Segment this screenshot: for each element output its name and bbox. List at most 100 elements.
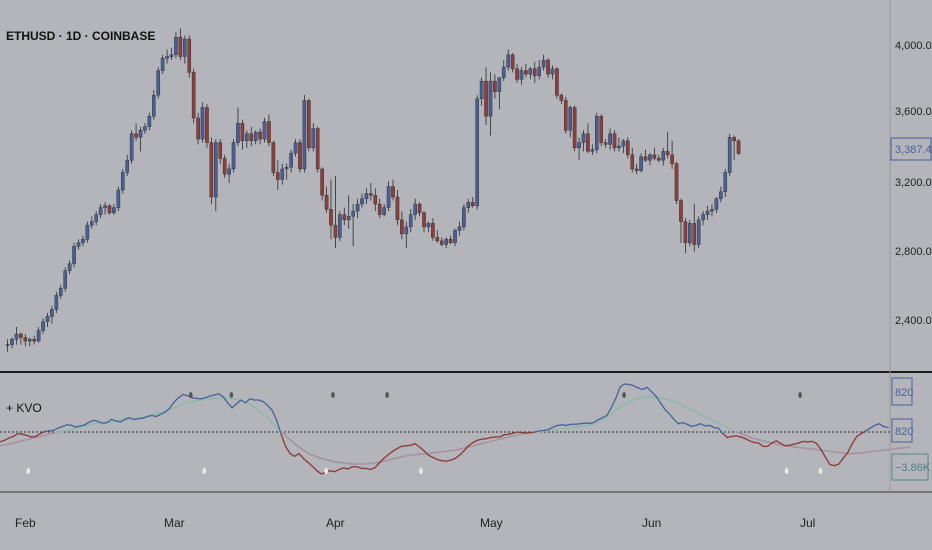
kvo-line (628, 383, 635, 387)
kvo-line (726, 435, 733, 439)
kvo-line (226, 402, 233, 409)
candle (528, 68, 533, 75)
candle (338, 214, 342, 238)
kvo-line (164, 407, 171, 413)
candle (107, 205, 112, 214)
candle (58, 288, 63, 296)
kvo-line (856, 433, 862, 438)
candle (590, 149, 595, 152)
kvo-line (722, 433, 729, 439)
candle (559, 94, 564, 101)
kvo-signal-line (628, 399, 635, 404)
candle (493, 80, 497, 92)
candle (10, 339, 14, 345)
kvo-line (262, 401, 269, 407)
candle (422, 212, 426, 228)
time-axis[interactable]: Feb Mar Apr May Jun Jul (15, 516, 815, 530)
candle (510, 54, 515, 70)
candle (413, 203, 417, 215)
kvo-line (704, 424, 711, 427)
kvo-line (231, 403, 238, 409)
kvo-line (88, 419, 95, 423)
candle (355, 203, 360, 212)
candle (209, 142, 214, 198)
candle (307, 100, 311, 149)
kvo-line (713, 426, 720, 429)
kvo-line (173, 397, 180, 403)
candle (41, 321, 45, 331)
kvo-signal-line (699, 413, 706, 418)
candle (532, 68, 537, 77)
candle (705, 210, 710, 215)
kvo-signal-line (307, 452, 314, 456)
kvo-signal-line (298, 446, 305, 452)
candle (723, 172, 728, 192)
candle (5, 344, 10, 346)
candle (386, 186, 391, 208)
kvo-line (338, 467, 345, 471)
current-price-badge: 3,387.45 (890, 137, 932, 161)
candle (315, 128, 320, 170)
price-pane[interactable] (5, 28, 741, 352)
kvo-line (561, 424, 568, 427)
kvo-line (284, 445, 291, 455)
kvo-line (878, 423, 885, 428)
candle (98, 207, 103, 215)
kvo-line (838, 457, 845, 465)
kvo-line (146, 414, 153, 418)
candle (351, 210, 355, 217)
kvo-line (289, 452, 296, 457)
kvo-signal-line (614, 406, 622, 412)
candle (85, 224, 90, 240)
kvo-top-marker (188, 392, 193, 398)
kvo-badge: 820 (891, 418, 913, 443)
kvo-line (467, 441, 474, 447)
kvo-line (441, 460, 447, 462)
kvo-line (115, 420, 122, 423)
kvo-line (476, 438, 483, 441)
candle (178, 37, 183, 57)
candle (293, 142, 298, 154)
candle (417, 203, 422, 214)
kvo-line (26, 434, 32, 438)
kvo-line (106, 418, 113, 424)
kvo-lines (0, 383, 912, 475)
kvo-line (606, 407, 612, 417)
kvo-signal-line (293, 442, 300, 448)
kvo-axis[interactable]: 820 820 −3.86K (891, 377, 931, 481)
kvo-line (35, 433, 41, 438)
candle (36, 330, 41, 342)
kvo-line (829, 463, 836, 467)
kvo-bottom-marker (784, 468, 789, 474)
kvo-line (873, 423, 880, 427)
candle (594, 116, 599, 150)
kvo-line (682, 421, 688, 425)
kvo-line (610, 397, 617, 409)
kvo-signal-line (253, 406, 260, 412)
kvo-line (619, 383, 626, 388)
kvo-line (708, 424, 715, 429)
kvo-line (521, 431, 528, 434)
kvo-line (374, 462, 380, 469)
candle (320, 168, 324, 196)
kvo-line (771, 440, 778, 444)
kvo-line (119, 418, 126, 423)
kvo-line (249, 398, 256, 401)
indicator-label[interactable]: + KVO (6, 401, 42, 415)
kvo-pane[interactable] (0, 383, 912, 475)
symbol-title[interactable]: ETHUSD · 1D · COINBASE (6, 29, 155, 43)
candle (249, 133, 254, 142)
kvo-line (775, 440, 782, 445)
kvo-line (508, 432, 514, 435)
candle (298, 142, 302, 170)
price-axis[interactable]: 4,000.00 3,600.00 3,200.00 2,800.00 2,40… (890, 40, 932, 327)
kvo-line (757, 442, 764, 447)
kvo-line (39, 430, 46, 435)
candle (364, 193, 369, 199)
kvo-line (182, 393, 189, 397)
kvo-line (392, 447, 398, 452)
kvo-line (784, 444, 791, 447)
kvo-line (52, 427, 59, 431)
kvo-line (418, 446, 425, 452)
